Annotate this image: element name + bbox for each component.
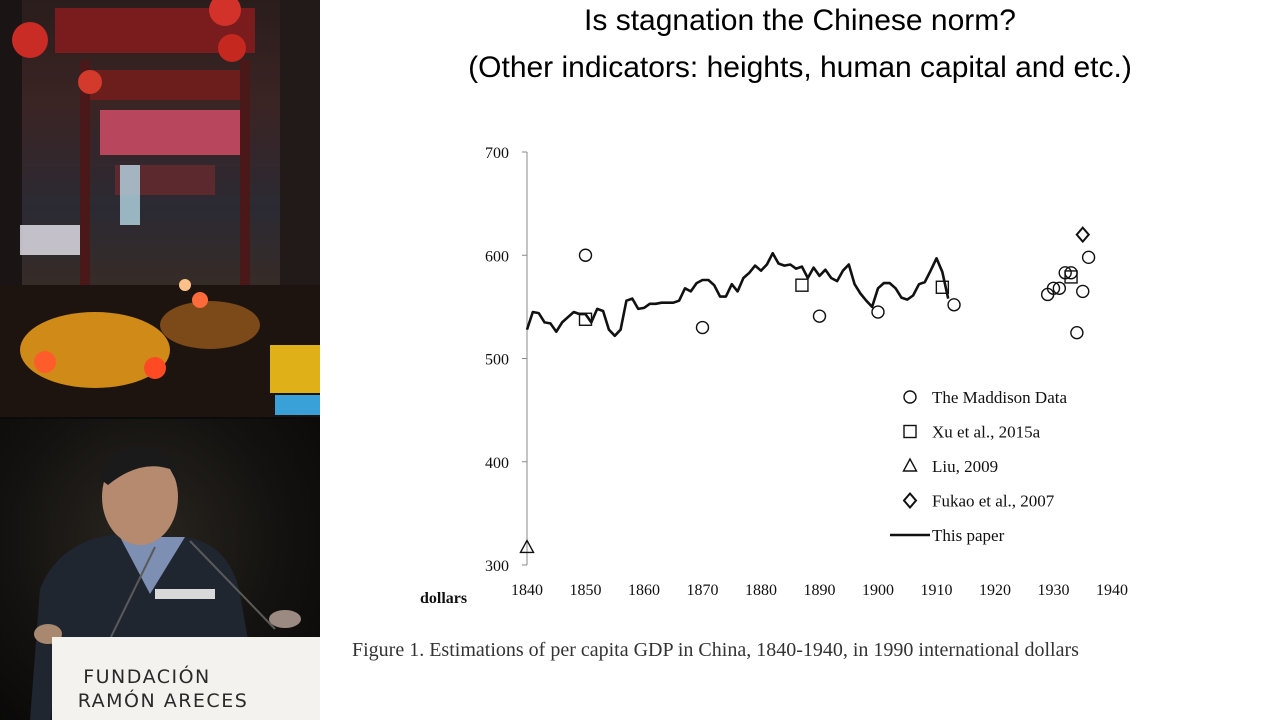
legend-entry: Liu, 2009 [932,457,998,476]
data-point-circle [1081,250,1096,265]
x-tick-label: 1890 [804,582,836,599]
data-point-square [1064,270,1078,284]
y-tick-label: 500 [485,352,509,369]
x-tick-label: 1840 [511,582,543,599]
data-point-circle [695,320,710,335]
legend-entry: This paper [932,526,1005,545]
data-point-circle [578,248,593,262]
data-point-circle [1052,281,1067,295]
x-tick-label: 1930 [1038,582,1070,599]
y-tick-label: 700 [485,145,509,162]
x-tick-label: 1940 [1096,582,1128,599]
data-point-circle [871,305,885,319]
podium-logo-line-2: RAMÓN ARECES [77,690,249,712]
legend-entry: Fukao et al., 2007 [932,492,1055,511]
data-point-diamond [1075,226,1091,244]
x-tick-label: 1860 [628,582,660,599]
legend-symbol-circle [903,390,917,404]
x-tick-label: 1900 [862,582,894,599]
chart-legend: The Maddison Data Xu et al., 2015a Liu, 20… [890,388,1067,545]
gdp-chart: 300 400 500 600 700 1840 1850 1860 1870 1880 1890 1… [420,145,1128,607]
x-tick-label: 1920 [979,582,1011,599]
legend-symbol-diamond [902,491,918,510]
data-point-square [935,280,950,294]
chart-series [519,226,1096,554]
data-point-circle [1076,284,1090,299]
data-point-circle [947,298,961,312]
figure-caption: Figure 1. Estimations of per capita GDP … [352,639,1079,661]
data-point-square [795,278,809,292]
data-point-triangle [519,538,535,554]
data-point-circle [812,309,827,323]
legend-symbol-square [903,424,917,439]
x-tick-label: 1910 [921,582,953,599]
data-point-circle [1046,281,1061,295]
x-tick-label: 1880 [745,582,777,599]
slide-title: Is stagnation the Chinese norm? [584,4,1016,37]
y-tick-label: 400 [485,455,509,472]
x-tick-label: 1870 [687,582,719,599]
x-tick-label: 1850 [570,582,602,599]
legend-symbol-triangle [902,457,918,472]
y-tick-label: 300 [485,558,509,575]
street-scene-illustration [0,0,320,417]
chart-axes: 300 400 500 600 700 1840 1850 1860 1870 1880 1890 1… [420,145,1128,607]
podium [52,637,320,720]
video-column: FUNDACIÓN RAMÓN ARECES [0,0,320,720]
y-tick-label: 600 [485,248,509,265]
x-axis-label: dollars [420,590,467,607]
series-line-this-paper [525,251,950,338]
podium-logo-line-1: FUNDACIÓN [83,666,211,688]
street-photo [0,0,320,417]
legend-entry: Xu et al., 2015a [932,423,1041,442]
legend-entry: The Maddison Data [932,388,1067,407]
slide-subtitle: (Other indicators: heights, human capita… [468,51,1132,84]
data-point-circle [1070,325,1084,340]
